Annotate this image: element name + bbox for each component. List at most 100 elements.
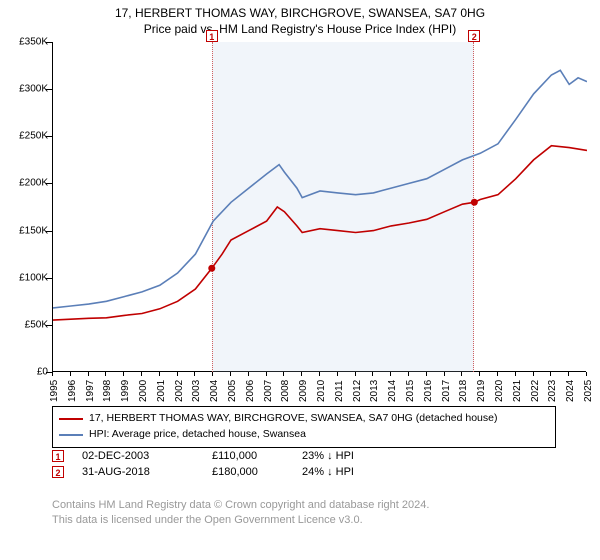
ytick-label: £50K	[8, 319, 48, 330]
xtick-mark	[319, 372, 320, 376]
xtick-mark	[390, 372, 391, 376]
attribution-line2: This data is licensed under the Open Gov…	[52, 513, 556, 528]
ytick-label: £350K	[8, 37, 48, 48]
event-badge: 2	[52, 466, 64, 478]
xtick-mark	[88, 372, 89, 376]
xtick-label: 1996	[67, 380, 78, 402]
event-diff: 24% ↓ HPI	[302, 466, 422, 478]
xtick-mark	[355, 372, 356, 376]
xtick-mark	[533, 372, 534, 376]
legend-item: HPI: Average price, detached house, Swan…	[59, 427, 549, 443]
ytick-label: £250K	[8, 131, 48, 142]
series-point	[208, 265, 215, 272]
xtick-label: 2018	[458, 380, 469, 402]
xtick-label: 2000	[138, 380, 149, 402]
xtick-mark	[586, 372, 587, 376]
xtick-mark	[301, 372, 302, 376]
xtick-mark	[123, 372, 124, 376]
xtick-label: 2001	[156, 380, 167, 402]
xtick-mark	[194, 372, 195, 376]
event-price: £110,000	[212, 450, 302, 462]
xtick-mark	[248, 372, 249, 376]
event-price: £180,000	[212, 466, 302, 478]
xtick-mark	[52, 372, 53, 376]
xtick-mark	[426, 372, 427, 376]
ytick-label: £300K	[8, 84, 48, 95]
event-badge: 1	[52, 450, 64, 462]
xtick-label: 2022	[530, 380, 541, 402]
title-address: 17, HERBERT THOMAS WAY, BIRCHGROVE, SWAN…	[0, 6, 600, 20]
xtick-label: 2002	[174, 380, 185, 402]
series-point	[471, 199, 478, 206]
plot-area: 12	[52, 42, 586, 372]
legend-swatch	[59, 418, 83, 420]
xtick-label: 2012	[352, 380, 363, 402]
xtick-label: 2006	[245, 380, 256, 402]
legend-label: 17, HERBERT THOMAS WAY, BIRCHGROVE, SWAN…	[89, 411, 497, 427]
xtick-label: 2004	[209, 380, 220, 402]
ytick-label: £150K	[8, 225, 48, 236]
legend-item: 17, HERBERT THOMAS WAY, BIRCHGROVE, SWAN…	[59, 411, 549, 427]
event-date: 02-DEC-2003	[82, 450, 212, 462]
xtick-label: 2011	[334, 380, 345, 402]
xtick-label: 2007	[263, 380, 274, 402]
xtick-mark	[283, 372, 284, 376]
xtick-label: 1995	[49, 380, 60, 402]
xtick-mark	[230, 372, 231, 376]
event-marker-2: 2	[468, 30, 480, 42]
xtick-mark	[177, 372, 178, 376]
xtick-label: 2023	[547, 380, 558, 402]
xtick-mark	[105, 372, 106, 376]
xtick-label: 2020	[494, 380, 505, 402]
legend: 17, HERBERT THOMAS WAY, BIRCHGROVE, SWAN…	[52, 406, 556, 448]
xtick-mark	[497, 372, 498, 376]
xtick-label: 2013	[369, 380, 380, 402]
xtick-mark	[568, 372, 569, 376]
series-hpi	[53, 70, 587, 308]
event-date: 31-AUG-2018	[82, 466, 212, 478]
xtick-label: 1997	[85, 380, 96, 402]
xtick-mark	[337, 372, 338, 376]
chart-area: £0£50K£100K£150K£200K£250K£300K£350K 199…	[8, 42, 592, 402]
event-diff: 23% ↓ HPI	[302, 450, 422, 462]
xtick-mark	[444, 372, 445, 376]
xtick-mark	[408, 372, 409, 376]
xtick-mark	[479, 372, 480, 376]
xtick-mark	[266, 372, 267, 376]
xtick-label: 2017	[441, 380, 452, 402]
xtick-mark	[212, 372, 213, 376]
xtick-mark	[70, 372, 71, 376]
event-table: 1 02-DEC-2003£110,00023% ↓ HPI 2 31-AUG-201…	[52, 450, 556, 482]
xtick-label: 2021	[512, 380, 523, 402]
xtick-label: 2005	[227, 380, 238, 402]
xtick-label: 2010	[316, 380, 327, 402]
xtick-label: 2019	[476, 380, 487, 402]
title-subtitle: Price paid vs. HM Land Registry's House …	[0, 22, 600, 36]
event-row: 2 31-AUG-2018£180,00024% ↓ HPI	[52, 466, 556, 478]
chart-container: 17, HERBERT THOMAS WAY, BIRCHGROVE, SWAN…	[0, 0, 600, 560]
title-block: 17, HERBERT THOMAS WAY, BIRCHGROVE, SWAN…	[0, 0, 600, 36]
event-row: 1 02-DEC-2003£110,00023% ↓ HPI	[52, 450, 556, 462]
xtick-label: 2009	[298, 380, 309, 402]
xtick-label: 2016	[423, 380, 434, 402]
xtick-mark	[461, 372, 462, 376]
legend-swatch	[59, 434, 83, 436]
event-marker-1: 1	[206, 30, 218, 42]
xtick-mark	[515, 372, 516, 376]
xtick-label: 1999	[120, 380, 131, 402]
xtick-label: 2024	[565, 380, 576, 402]
line-series-svg	[53, 42, 587, 372]
ytick-label: £200K	[8, 178, 48, 189]
ytick-label: £0	[8, 367, 48, 378]
xtick-mark	[550, 372, 551, 376]
xtick-label: 1998	[102, 380, 113, 402]
xtick-label: 2025	[583, 380, 594, 402]
xtick-label: 2003	[191, 380, 202, 402]
attribution: Contains HM Land Registry data © Crown c…	[52, 498, 556, 528]
xtick-label: 2008	[280, 380, 291, 402]
xtick-label: 2014	[387, 380, 398, 402]
attribution-line1: Contains HM Land Registry data © Crown c…	[52, 498, 556, 513]
ytick-label: £100K	[8, 272, 48, 283]
xtick-mark	[141, 372, 142, 376]
legend-label: HPI: Average price, detached house, Swan…	[89, 427, 306, 443]
